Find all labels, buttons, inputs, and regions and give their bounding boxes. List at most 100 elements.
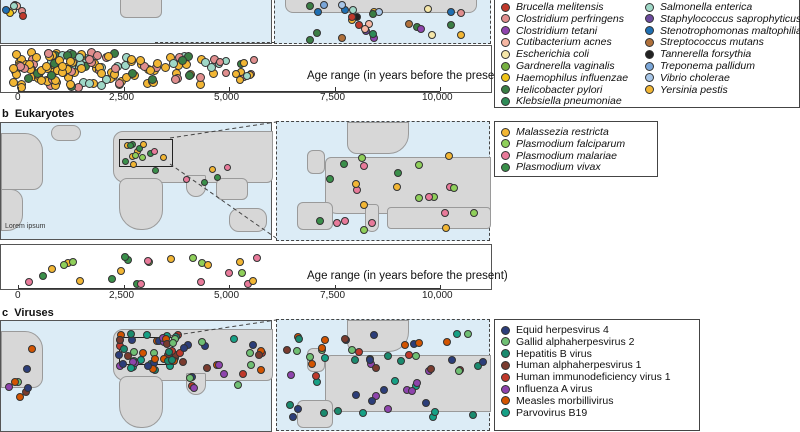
legend-item: Human immunodeficiency virus 1	[501, 371, 671, 383]
sample-dot	[136, 279, 145, 288]
sample-dot	[206, 63, 216, 73]
panel-c-letter: c	[2, 307, 9, 319]
sample-dot	[24, 277, 33, 286]
axis-tick-mark	[335, 285, 336, 289]
sample-dot	[188, 254, 197, 263]
axis-tick-label: 5,000	[214, 92, 240, 103]
sample-dot	[120, 253, 129, 261]
sample-dot	[179, 358, 188, 367]
sample-dot	[446, 8, 455, 17]
sample-dot	[208, 165, 216, 173]
sample-dot	[415, 193, 424, 202]
panel-b-legend: Malassezia restricta Plasmodium falciparu…	[494, 121, 658, 177]
legend-label: Stenotrophomonas maltophilia	[660, 24, 800, 37]
sample-dot	[150, 355, 159, 364]
sample-dot	[407, 387, 416, 396]
legend-label: Clostridium perfringens	[516, 12, 624, 25]
sample-dot	[135, 56, 145, 66]
legend-item: Measles morbillivirus	[501, 395, 613, 407]
legend-swatch-icon	[501, 139, 510, 149]
sample-dot	[400, 341, 409, 350]
sample-dot	[132, 152, 140, 160]
legend-item: Equid herpesvirus 4	[501, 324, 609, 336]
sample-dot	[58, 61, 68, 71]
sample-dot	[283, 346, 292, 355]
legend-swatch-icon	[645, 37, 654, 47]
sample-dot	[9, 2, 18, 11]
sample-dot	[236, 257, 245, 266]
legend-swatch-icon	[501, 37, 510, 47]
sample-dot	[431, 407, 440, 416]
axis-tick-label: 7,500	[320, 290, 346, 301]
sample-dot	[312, 28, 321, 37]
sample-dot	[104, 51, 114, 61]
sample-dot	[115, 336, 124, 345]
sample-dot	[39, 272, 48, 281]
sample-dot	[117, 267, 126, 276]
sample-dot	[306, 35, 315, 44]
panel-a-landmass	[120, 0, 162, 18]
sample-dot	[293, 404, 302, 413]
legend-item: Salmonella enterica	[645, 1, 752, 13]
sample-dot	[359, 162, 368, 171]
legend-label: Malassezia restricta	[516, 126, 609, 138]
legend-item: Clostridium perfringens	[501, 13, 624, 25]
sample-dot	[427, 364, 436, 373]
legend-item: Gallid alphaherpesvirus 2	[501, 336, 634, 348]
sample-dot	[411, 352, 420, 360]
sample-dot	[464, 330, 473, 339]
sample-dot	[247, 361, 256, 370]
sample-dot	[153, 59, 163, 69]
legend-item: Plasmodium falciparum	[501, 138, 625, 150]
sample-dot	[23, 364, 32, 373]
legend-label: Plasmodium malariae	[516, 149, 617, 162]
panel-b-timeline	[0, 244, 492, 290]
sample-dot	[447, 21, 456, 30]
sample-dot	[320, 1, 329, 10]
sample-dot	[151, 166, 159, 174]
legend-swatch-icon	[501, 325, 510, 335]
sample-dot	[44, 49, 54, 59]
axis-tick-mark	[440, 285, 441, 289]
sample-dot	[5, 382, 14, 391]
axis-tick-label: 10,000	[422, 92, 453, 103]
sample-dot	[183, 176, 191, 184]
panel-b-inset-box	[119, 139, 173, 167]
legend-swatch-icon	[501, 2, 510, 12]
sample-dot	[128, 68, 138, 78]
panel-a-connector	[155, 42, 275, 43]
sample-dot	[456, 8, 465, 17]
sample-dot	[257, 365, 266, 374]
sample-dot	[204, 261, 213, 270]
sample-dot	[243, 72, 252, 81]
axis-tick-label: 7,500	[320, 92, 346, 103]
sample-dot	[412, 378, 421, 387]
panel-c-legend: Equid herpesvirus 4 Gallid alphaherpesvir…	[494, 319, 700, 431]
sample-dot	[295, 334, 304, 343]
sample-dot	[96, 68, 106, 78]
sample-dot	[248, 277, 257, 286]
sample-dot	[424, 193, 433, 202]
legend-label: Human alphaherpesvirus 1	[516, 359, 642, 372]
legend-label: Streptococcus mutans	[660, 36, 764, 49]
legend-item: Helicobacter pylori	[501, 84, 602, 96]
legend-swatch-icon	[501, 337, 510, 347]
sample-dot	[196, 278, 205, 287]
sample-dot	[238, 269, 247, 278]
sample-dot	[393, 182, 402, 191]
sample-dot	[23, 384, 32, 393]
sample-dot	[102, 75, 112, 85]
sample-dot	[427, 30, 436, 39]
legend-item: Klebsiella pneumoniae	[501, 95, 622, 107]
sample-dot	[348, 346, 357, 355]
axis-tick-mark	[124, 285, 125, 289]
legend-label: Plasmodium vivax	[516, 161, 601, 174]
legend-swatch-icon	[501, 384, 510, 394]
sample-dot	[326, 175, 335, 184]
sample-dot	[32, 52, 42, 62]
sample-dot	[16, 393, 25, 402]
legend-label: Parvovirus B19	[516, 406, 588, 419]
legend-label: Helicobacter pylori	[516, 83, 603, 96]
legend-item: Brucella melitensis	[501, 1, 604, 13]
sample-dot	[65, 80, 75, 90]
